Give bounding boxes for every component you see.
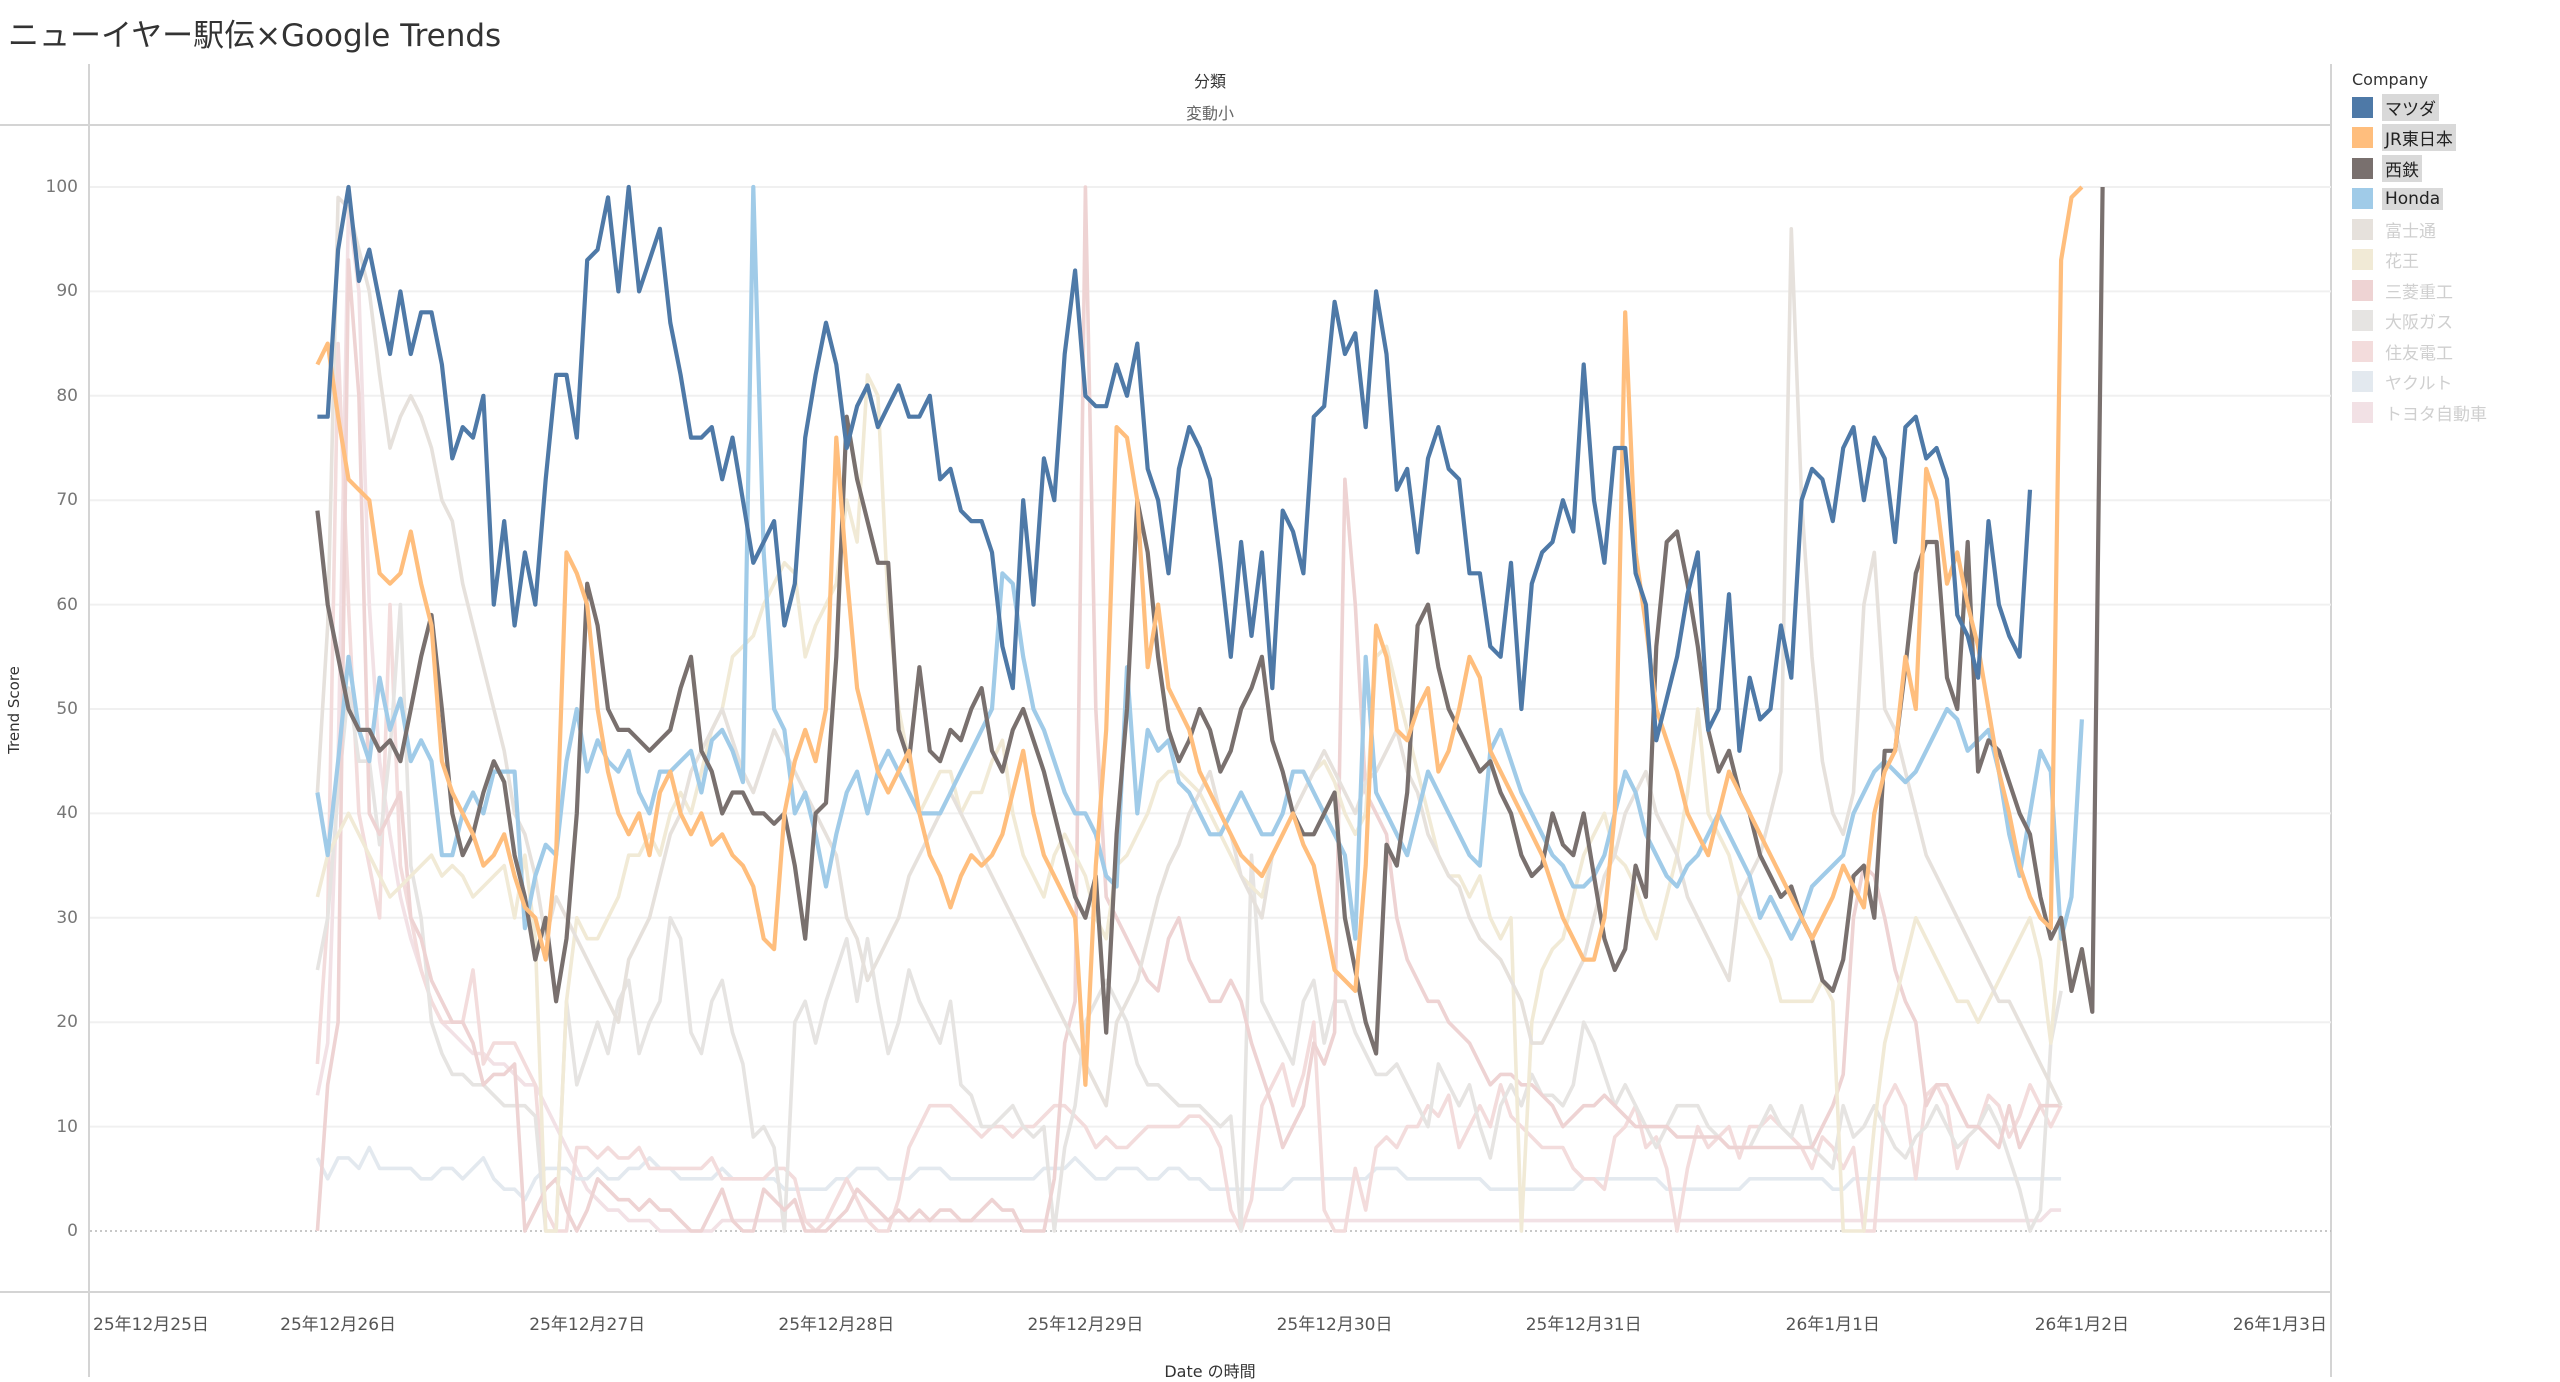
y-tick-label: 50 <box>56 699 78 719</box>
legend-label: 住友電工 <box>2385 343 2453 364</box>
y-tick-label: 40 <box>56 803 78 824</box>
legend-title: Company <box>2352 70 2429 89</box>
x-tick-label: 25年12月29日 <box>1027 1315 1144 1335</box>
legend-label: 西鉄 <box>2382 154 2422 182</box>
legend-item[interactable]: Honda <box>2352 184 2490 215</box>
legend-item[interactable]: 大阪ガス <box>2352 306 2490 337</box>
facet-header-title: 分類 <box>1193 72 1226 91</box>
legend-swatch <box>2352 218 2373 240</box>
color-legend: Company マツダ JR東日本 西鉄 Honda 富士通花王三菱重工大阪ガス住友電工… <box>2352 70 2490 428</box>
frame-left-line <box>88 64 90 1377</box>
x-tick-label: 25年12月25日 <box>93 1315 209 1335</box>
series-line-6[interactable] <box>315 195 2063 1108</box>
y-tick-label: 100 <box>45 177 78 197</box>
x-tick-label: 25年12月30日 <box>1276 1315 1393 1335</box>
legend-item[interactable]: 住友電工 <box>2352 336 2490 367</box>
legend-item[interactable]: 花王 <box>2352 245 2490 276</box>
x-tick-label: 25年12月31日 <box>1525 1315 1642 1335</box>
legend-swatch <box>2352 401 2373 423</box>
series-line-0[interactable] <box>315 206 2062 1233</box>
series-line-3[interactable] <box>315 602 2063 1233</box>
x-tick-label: 25年12月26日 <box>280 1315 397 1335</box>
legend-swatch <box>2352 157 2373 179</box>
legend-label: 富士通 <box>2385 221 2436 242</box>
series-line-7[interactable] <box>315 184 2084 941</box>
legend-label: 大阪ガス <box>2385 313 2453 334</box>
y-tick-label: 20 <box>56 1012 78 1033</box>
series-line-9[interactable] <box>315 185 2084 1087</box>
legend-label: マツダ <box>2382 93 2439 121</box>
y-tick-label: 70 <box>56 490 78 511</box>
legend-swatch <box>2352 188 2373 210</box>
x-tick-label: 25年12月28日 <box>778 1315 895 1335</box>
y-tick-label: 90 <box>56 281 78 302</box>
legend-label: JR東日本 <box>2382 124 2456 152</box>
x-tick-label: 26年1月2日 <box>2034 1315 2130 1335</box>
y-tick-label: 80 <box>56 385 78 406</box>
legend-item[interactable]: JR東日本 <box>2352 123 2490 154</box>
legend-item[interactable]: ヤクルト <box>2352 367 2490 398</box>
legend-label: 花王 <box>2385 252 2419 273</box>
legend-label: ヤクルト <box>2385 374 2453 395</box>
series-line-5[interactable] <box>315 373 2063 1233</box>
series-line-2[interactable] <box>315 341 2063 1233</box>
x-tick-label: 26年1月1日 <box>1785 1315 1880 1335</box>
frame-right-line <box>2330 64 2332 1377</box>
legend-label: トヨタ自動車 <box>2385 404 2487 425</box>
y-tick-label: 30 <box>56 907 78 928</box>
legend-label: Honda <box>2382 187 2444 210</box>
legend-swatch <box>2352 96 2373 118</box>
x-tick-label: 25年12月27日 <box>529 1315 646 1335</box>
header-divider <box>0 124 2332 126</box>
legend-label: 三菱重工 <box>2385 282 2453 303</box>
y-tick-label: 60 <box>56 594 78 615</box>
legend-item[interactable]: 富士通 <box>2352 214 2490 245</box>
x-axis-title: Date の時間 <box>1164 1362 1256 1381</box>
legend-swatch <box>2352 340 2373 362</box>
dashboard-title: ニューイヤー駅伝×Google Trends <box>8 18 502 54</box>
x-tick-label: 26年1月3日 <box>2232 1315 2327 1335</box>
series-line-4[interactable] <box>315 185 2062 1233</box>
series-line-1[interactable] <box>315 1145 2062 1202</box>
legend-item[interactable]: トヨタ自動車 <box>2352 397 2490 428</box>
legend-swatch <box>2352 310 2373 332</box>
facet-header-value: 変動小 <box>1185 104 1234 123</box>
legend-item[interactable]: マツダ <box>2352 92 2490 123</box>
legend-item[interactable]: 西鉄 <box>2352 153 2490 184</box>
series-line-10[interactable] <box>317 184 2033 753</box>
legend-swatch <box>2352 371 2373 393</box>
y-tick-label: 0 <box>67 1221 78 1241</box>
legend-swatch <box>2352 249 2373 271</box>
xaxis-divider <box>0 1291 2332 1293</box>
legend-item[interactable]: 三菱重工 <box>2352 275 2490 306</box>
legend-swatch <box>2352 127 2373 149</box>
legend-swatch <box>2352 279 2373 301</box>
y-tick-label: 10 <box>56 1116 78 1137</box>
